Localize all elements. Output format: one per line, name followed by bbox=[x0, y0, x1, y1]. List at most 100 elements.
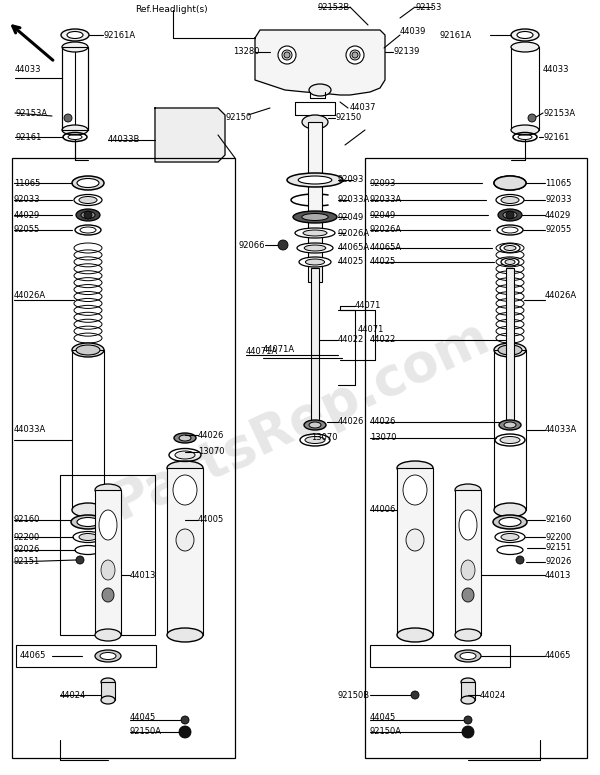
Ellipse shape bbox=[461, 560, 475, 580]
Text: 44033A: 44033A bbox=[545, 425, 577, 435]
Ellipse shape bbox=[295, 228, 335, 238]
Text: 92161A: 92161A bbox=[103, 30, 135, 40]
Text: 13070: 13070 bbox=[370, 433, 397, 443]
Text: 92161A: 92161A bbox=[440, 30, 472, 40]
Ellipse shape bbox=[95, 484, 121, 496]
Text: 92200: 92200 bbox=[545, 532, 571, 542]
Text: 44033: 44033 bbox=[543, 66, 569, 74]
Ellipse shape bbox=[459, 510, 477, 540]
Ellipse shape bbox=[67, 32, 83, 39]
Ellipse shape bbox=[305, 259, 325, 265]
Text: 44045: 44045 bbox=[370, 714, 396, 722]
Text: 44024: 44024 bbox=[60, 691, 86, 700]
Ellipse shape bbox=[95, 629, 121, 641]
Ellipse shape bbox=[71, 515, 105, 529]
Text: 44033A: 44033A bbox=[14, 425, 46, 435]
Ellipse shape bbox=[494, 343, 526, 357]
Text: 92026: 92026 bbox=[545, 557, 571, 567]
Ellipse shape bbox=[174, 433, 196, 443]
Ellipse shape bbox=[179, 435, 191, 441]
Ellipse shape bbox=[175, 451, 195, 459]
Ellipse shape bbox=[282, 50, 292, 60]
Ellipse shape bbox=[176, 529, 194, 551]
Ellipse shape bbox=[72, 503, 104, 517]
Ellipse shape bbox=[302, 213, 328, 221]
Text: 92026A: 92026A bbox=[338, 229, 370, 237]
Ellipse shape bbox=[95, 650, 121, 662]
Ellipse shape bbox=[511, 29, 539, 41]
Text: PartsRep.com: PartsRep.com bbox=[103, 309, 497, 531]
Ellipse shape bbox=[298, 176, 332, 184]
Ellipse shape bbox=[81, 212, 95, 219]
Text: 92150: 92150 bbox=[225, 113, 251, 122]
Text: 44026: 44026 bbox=[338, 418, 364, 426]
Ellipse shape bbox=[278, 46, 296, 64]
Text: 92150B: 92150B bbox=[338, 691, 370, 700]
Ellipse shape bbox=[304, 420, 326, 430]
Ellipse shape bbox=[77, 178, 99, 188]
Text: 92153B: 92153B bbox=[318, 2, 350, 12]
Circle shape bbox=[516, 556, 524, 564]
Text: 92151: 92151 bbox=[545, 543, 571, 553]
Ellipse shape bbox=[75, 225, 101, 235]
Text: 44022: 44022 bbox=[338, 336, 364, 345]
Text: 44065A: 44065A bbox=[370, 243, 402, 253]
Text: 92150A: 92150A bbox=[130, 726, 162, 735]
Circle shape bbox=[64, 114, 72, 122]
Bar bbox=[95, 490, 121, 635]
Circle shape bbox=[506, 211, 514, 219]
Polygon shape bbox=[155, 108, 225, 162]
Text: 44033: 44033 bbox=[15, 66, 41, 74]
Text: 44071A: 44071A bbox=[263, 346, 295, 354]
Text: 92160: 92160 bbox=[14, 515, 40, 525]
Ellipse shape bbox=[403, 475, 427, 505]
Circle shape bbox=[284, 52, 290, 58]
Text: 44071A: 44071A bbox=[246, 347, 278, 356]
Text: 44065: 44065 bbox=[545, 652, 571, 660]
Ellipse shape bbox=[305, 436, 325, 443]
Ellipse shape bbox=[494, 503, 526, 517]
Ellipse shape bbox=[76, 345, 100, 355]
Text: 44065: 44065 bbox=[20, 652, 46, 660]
Ellipse shape bbox=[517, 32, 533, 39]
Text: 44013: 44013 bbox=[545, 570, 571, 580]
Text: 92055: 92055 bbox=[545, 226, 571, 235]
Ellipse shape bbox=[79, 533, 97, 540]
Circle shape bbox=[352, 52, 358, 58]
Text: Ref.Headlight(s): Ref.Headlight(s) bbox=[135, 5, 208, 15]
Ellipse shape bbox=[72, 343, 104, 357]
Text: 92151: 92151 bbox=[14, 557, 40, 567]
Ellipse shape bbox=[72, 176, 104, 190]
Ellipse shape bbox=[501, 197, 519, 204]
Text: 92153: 92153 bbox=[415, 2, 442, 12]
Ellipse shape bbox=[173, 475, 197, 505]
Bar bbox=[60, 475, 155, 635]
Ellipse shape bbox=[511, 42, 539, 52]
Bar bbox=[101, 682, 115, 700]
Ellipse shape bbox=[302, 115, 328, 129]
Ellipse shape bbox=[500, 436, 520, 443]
Text: 44026: 44026 bbox=[370, 418, 397, 426]
Text: 44006: 44006 bbox=[370, 505, 397, 515]
Text: 11065: 11065 bbox=[545, 178, 571, 188]
Bar bbox=[12, 158, 235, 758]
Ellipse shape bbox=[493, 515, 527, 529]
Polygon shape bbox=[255, 30, 385, 95]
Text: 92150: 92150 bbox=[335, 113, 361, 122]
Ellipse shape bbox=[62, 125, 88, 135]
Ellipse shape bbox=[309, 422, 321, 428]
Ellipse shape bbox=[287, 173, 343, 187]
Text: 92139: 92139 bbox=[393, 47, 419, 57]
Circle shape bbox=[84, 211, 92, 219]
Ellipse shape bbox=[503, 212, 517, 219]
Ellipse shape bbox=[499, 178, 521, 188]
Text: 92026A: 92026A bbox=[370, 226, 402, 235]
Text: 92066: 92066 bbox=[239, 240, 265, 250]
Text: 92093: 92093 bbox=[370, 178, 397, 188]
Ellipse shape bbox=[346, 46, 364, 64]
Ellipse shape bbox=[293, 211, 337, 223]
Text: 13280: 13280 bbox=[233, 47, 260, 57]
Text: 44029: 44029 bbox=[14, 211, 40, 219]
Text: 92049: 92049 bbox=[338, 212, 364, 222]
Circle shape bbox=[411, 691, 419, 699]
